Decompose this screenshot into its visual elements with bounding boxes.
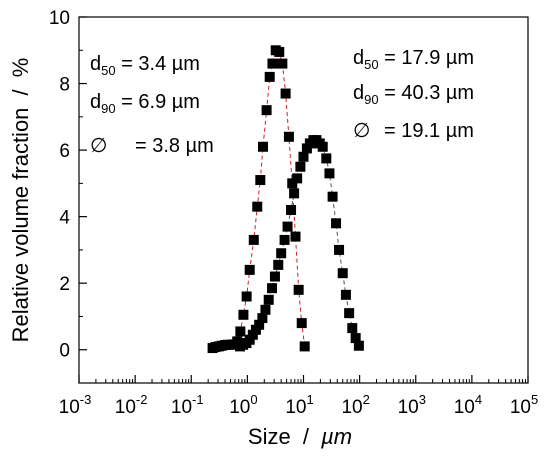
series-2-point (257, 313, 268, 324)
annotation-left-diameter: ∅ = 3.8 µm (90, 135, 214, 157)
annotations-right: d50 = 17.9 µm d90 = 40.3 µm ∅ = 19.1 µm (353, 47, 474, 142)
x-tick-label: 102 (341, 392, 369, 418)
annotation-left-d50: d50 = 3.4 µm (90, 53, 200, 78)
tick-labels: 10-3 10-2 10-1 100 101 102 103 104 105 0 2 4 6 8 10 (49, 8, 538, 418)
y-axis-label: Relative volume fraction / % (8, 58, 33, 343)
series-markers (207, 45, 364, 354)
x-tick-label: 101 (285, 392, 313, 418)
series-2-point (347, 323, 358, 334)
series-1-point (244, 264, 255, 275)
series-2-point (260, 304, 271, 315)
series-1-point (264, 71, 275, 82)
series-2-point (282, 221, 293, 232)
series-1-line (212, 49, 306, 349)
y-tick-label: 4 (59, 208, 70, 229)
series-1-point (258, 141, 269, 152)
x-tick-label: 10-1 (171, 392, 204, 418)
series-1-point (296, 318, 307, 329)
series-2-point (350, 333, 361, 344)
series-2-point (327, 191, 338, 202)
x-tick-label: 10-2 (115, 392, 148, 418)
series-2-point (254, 319, 265, 330)
x-tick-label: 104 (454, 392, 482, 418)
y-tick-label: 10 (49, 8, 70, 29)
annotation-left-d90: d90 = 6.9 µm (90, 91, 200, 116)
series-2-point (267, 283, 278, 294)
annotation-right-d90: d90 = 40.3 µm (353, 82, 474, 107)
series-2-point (317, 141, 328, 152)
series-2-point (340, 289, 351, 300)
x-tick-label: 10-3 (59, 392, 92, 418)
series-2-point (321, 153, 332, 164)
series-2-point (344, 308, 355, 319)
series-1-point (283, 131, 294, 142)
series-2-point (334, 244, 345, 255)
series-1-point (290, 231, 301, 242)
series-1-point (293, 284, 304, 295)
annotation-right-diameter: ∅ = 19.1 µm (353, 120, 474, 142)
annotations-left: d50 = 3.4 µm d90 = 6.9 µm ∅ = 3.8 µm (90, 53, 214, 157)
series-2-point (276, 248, 287, 259)
x-axis-label: Size / µm (248, 424, 352, 449)
y-tick-label: 8 (59, 75, 70, 96)
series-2-point (324, 168, 335, 179)
series-1-point (261, 105, 272, 116)
series-2-point (279, 234, 290, 245)
series-2-point (273, 259, 284, 270)
series-2-point (353, 340, 364, 351)
y-tick-label: 6 (59, 141, 70, 162)
series-2-point (337, 268, 348, 279)
series-2-point (286, 204, 297, 215)
series-1-point (252, 201, 263, 212)
series-2-point (269, 271, 280, 282)
series-1-point (280, 88, 291, 99)
y-tick-label: 2 (59, 274, 70, 295)
annotation-right-d50: d50 = 17.9 µm (353, 47, 474, 72)
y-axis-label-name: Relative volume fraction (8, 108, 33, 343)
series-1-point (267, 58, 278, 69)
x-axis-label-name: Size (248, 424, 291, 449)
series-1-point (277, 58, 288, 69)
series-1-point (274, 46, 285, 57)
series-1-point (235, 326, 246, 337)
y-tick-label: 0 (59, 341, 70, 362)
series-1-point (238, 309, 249, 320)
axis-ticks (78, 16, 529, 383)
series-2-point (331, 218, 342, 229)
series-2-point (298, 151, 309, 162)
series-2-point (263, 294, 274, 305)
x-tick-label: 100 (229, 392, 257, 418)
x-tick-label: 103 (398, 392, 426, 418)
series-1-point (248, 234, 259, 245)
x-tick-label: 105 (510, 392, 538, 418)
series-1-point (299, 341, 310, 352)
series-1-point (255, 175, 266, 186)
series-1-point (241, 291, 252, 302)
series-2-point (289, 188, 300, 199)
y-axis-unit: % (8, 58, 33, 78)
series-2-point (292, 173, 303, 184)
x-axis-unit: µm (320, 424, 352, 449)
series-2-point (295, 161, 306, 172)
